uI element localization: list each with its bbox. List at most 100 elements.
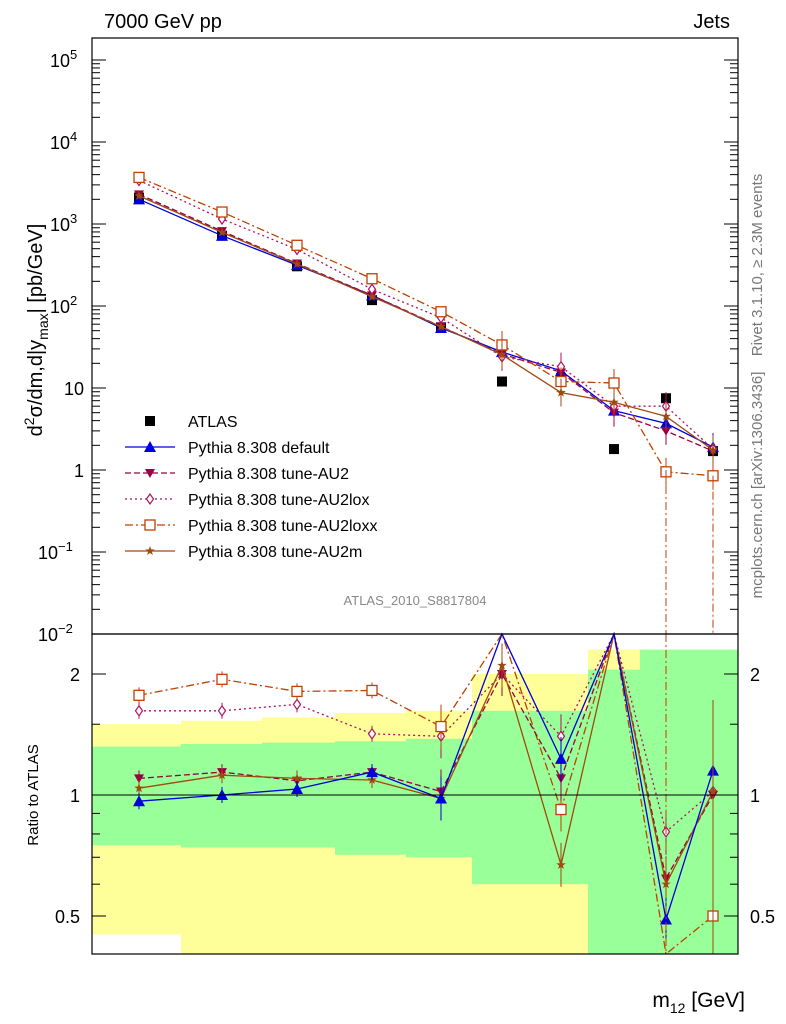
ratio-y-tick-label-right: 1 bbox=[750, 786, 760, 806]
legend-label: ATLAS bbox=[188, 414, 238, 431]
data-point bbox=[145, 492, 155, 506]
data-point bbox=[133, 795, 145, 807]
data-point bbox=[134, 190, 144, 200]
main-y-tick-label: 10 bbox=[64, 379, 84, 399]
ratio-line bbox=[138, 632, 714, 956]
series-line bbox=[138, 179, 714, 450]
data-point bbox=[609, 444, 619, 455]
series-line bbox=[138, 176, 714, 477]
main-y-axis-label: d2σ/dm,d|ymax| [pb/GeV] bbox=[21, 224, 51, 437]
data-point bbox=[216, 673, 228, 685]
data-point bbox=[660, 913, 672, 925]
data-point bbox=[556, 387, 566, 397]
data-point bbox=[292, 773, 302, 783]
data-point bbox=[145, 416, 155, 426]
data-point bbox=[292, 259, 302, 269]
series-au2m bbox=[134, 190, 718, 465]
data-point bbox=[144, 441, 156, 452]
legend-label: Pythia 8.308 tune-AU2lox bbox=[188, 492, 369, 509]
data-point bbox=[555, 752, 567, 764]
ratio-y-tick-label-left: 2 bbox=[70, 665, 80, 685]
data-point bbox=[366, 684, 378, 697]
main-y-tick-label: 10−2 bbox=[38, 621, 73, 645]
ratio-line bbox=[139, 632, 714, 833]
data-point bbox=[661, 411, 671, 421]
ratio-series-layer bbox=[133, 631, 719, 956]
ratio-series-default bbox=[133, 631, 719, 942]
data-point bbox=[435, 792, 447, 804]
data-point bbox=[134, 783, 144, 793]
green-band-bin bbox=[335, 741, 406, 855]
data-point bbox=[216, 206, 228, 218]
ratio-y-tick-label-left: 0.5 bbox=[55, 907, 80, 927]
data-point bbox=[708, 445, 718, 455]
series-line bbox=[138, 195, 714, 451]
main-y-tick-label: 1 bbox=[74, 461, 84, 481]
data-point bbox=[133, 689, 145, 701]
data-point bbox=[497, 376, 507, 387]
legend-label: Pythia 8.308 tune-AU2m bbox=[188, 544, 362, 561]
rivet-label: Rivet 3.1.10, ≥ 2.3M events bbox=[749, 174, 766, 357]
legend-item-au2: Pythia 8.308 tune-AU2 bbox=[125, 466, 349, 483]
data-point bbox=[661, 879, 671, 889]
arxiv-label: mcplots.cern.ch [arXiv:1306.3436] bbox=[749, 372, 766, 599]
data-point bbox=[497, 660, 507, 670]
data-point bbox=[144, 519, 156, 531]
data-point bbox=[217, 227, 227, 237]
data-point bbox=[435, 720, 447, 733]
data-point bbox=[291, 239, 303, 251]
data-point bbox=[661, 426, 671, 436]
series-line bbox=[138, 193, 714, 452]
main-y-tick-label: 10−1 bbox=[38, 539, 73, 563]
ratio-y-ticks: 0.5 0.5 1 1 2 2 bbox=[55, 665, 775, 927]
legend-item-default: Pythia 8.308 default bbox=[125, 440, 330, 457]
legend-item-atlas: ATLAS bbox=[145, 414, 238, 431]
main-y-tick-label: 103 bbox=[50, 211, 77, 235]
legend: ATLAS Pythia 8.308 default Pythia 8.308 tu… bbox=[125, 414, 377, 561]
ratio-y-axis-label: Ratio to ATLAS bbox=[25, 744, 42, 845]
data-point bbox=[134, 704, 144, 717]
x-axis-label: m12 [GeV] bbox=[652, 989, 745, 1016]
energy-label: 7000 GeV pp bbox=[104, 11, 222, 33]
data-point bbox=[133, 171, 145, 184]
data-point bbox=[134, 774, 144, 784]
data-point bbox=[145, 469, 155, 478]
legend-label: Pythia 8.308 default bbox=[188, 440, 330, 457]
data-point bbox=[217, 704, 227, 717]
legend-item-au2m: Pythia 8.308 tune-AU2m bbox=[125, 544, 362, 561]
data-point bbox=[366, 766, 378, 778]
ratio-panel-frame bbox=[91, 633, 739, 955]
data-point bbox=[291, 782, 303, 794]
legend-label: Pythia 8.308 tune-AU2loxx bbox=[188, 518, 377, 535]
data-point bbox=[555, 803, 567, 816]
legend-item-au2loxx: Pythia 8.308 tune-AU2loxx bbox=[125, 518, 377, 535]
data-point bbox=[367, 727, 377, 740]
data-point bbox=[436, 321, 446, 331]
data-point bbox=[609, 397, 619, 407]
ratio-line bbox=[138, 633, 714, 887]
ratio-y-tick-label-right: 0.5 bbox=[750, 907, 775, 927]
data-point bbox=[608, 377, 620, 389]
analysis-tag: ATLAS_2010_S8817804 bbox=[344, 593, 487, 608]
data-point bbox=[217, 770, 227, 780]
data-point bbox=[435, 306, 447, 318]
main-y-tick-label: 105 bbox=[50, 47, 77, 71]
legend-label: Pythia 8.308 tune-AU2 bbox=[188, 466, 349, 483]
ratio-y-tick-label-right: 2 bbox=[750, 665, 760, 685]
green-band-bin bbox=[640, 649, 688, 954]
category-label: Jets bbox=[693, 11, 730, 33]
ratio-y-tick-label-left: 1 bbox=[70, 786, 80, 806]
main-series-layer bbox=[133, 171, 719, 634]
ratio-line bbox=[138, 631, 714, 920]
data-point bbox=[292, 698, 302, 711]
legend-item-au2lox: Pythia 8.308 tune-AU2lox bbox=[125, 492, 369, 509]
green-band-bin bbox=[472, 710, 532, 885]
main-y-tick-label: 102 bbox=[50, 293, 77, 317]
data-point bbox=[145, 546, 155, 555]
main-y-tick-label: 104 bbox=[50, 129, 77, 153]
data-point bbox=[556, 859, 566, 869]
green-band-bin bbox=[92, 746, 181, 846]
data-point bbox=[366, 273, 378, 285]
data-point bbox=[497, 349, 507, 359]
